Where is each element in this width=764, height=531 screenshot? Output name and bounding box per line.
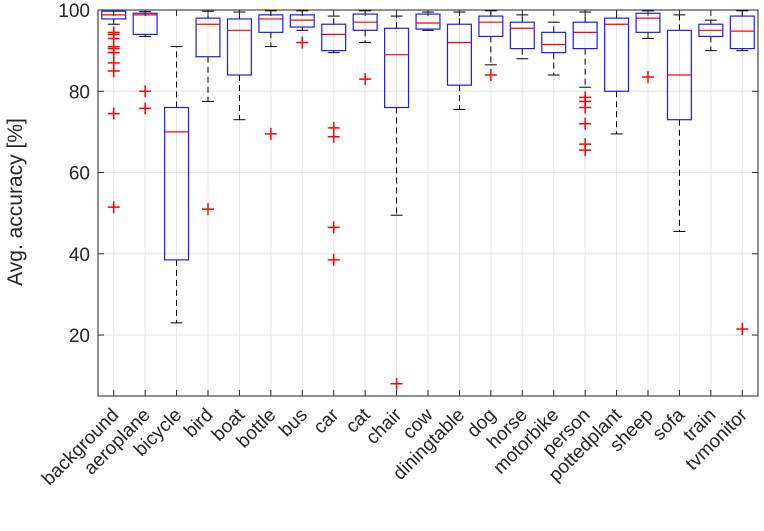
- outlier-marker: [327, 130, 340, 143]
- iqr-box: [478, 15, 504, 38]
- iqr-box: [604, 17, 630, 92]
- y-tick-label: 80: [69, 82, 90, 103]
- box-horse: [509, 14, 535, 60]
- outlier-marker: [202, 203, 214, 216]
- box-bicycle: [164, 46, 190, 324]
- iqr-box: [384, 27, 410, 109]
- outlier-marker: [107, 201, 120, 214]
- iqr-box: [509, 21, 535, 50]
- axes: 20406080100backgroundaeroplanebicyclebir…: [38, 1, 759, 490]
- iqr-box: [164, 106, 190, 261]
- iqr-box: [321, 23, 347, 52]
- outlier-marker: [736, 322, 749, 335]
- iqr-box: [541, 31, 567, 54]
- iqr-box: [226, 18, 252, 76]
- y-tick-label: 60: [69, 164, 90, 185]
- outlier-marker: [107, 64, 120, 77]
- y-tick-label: 100: [58, 1, 90, 22]
- outlier-marker: [264, 127, 277, 140]
- y-tick-label: 40: [69, 245, 90, 266]
- plot-frame: [97, 9, 759, 397]
- x-tick-label: sofa: [649, 404, 690, 445]
- outlier-marker: [327, 253, 340, 266]
- outlier-marker: [327, 221, 340, 234]
- iqr-box: [195, 17, 221, 58]
- outlier-marker: [139, 85, 152, 98]
- outlier-marker: [296, 36, 309, 49]
- x-tick-label: bus: [275, 405, 312, 442]
- box-train: [698, 19, 724, 52]
- grid: [98, 9, 758, 396]
- outlier-marker: [579, 144, 592, 157]
- y-axis-label: Avg. accuracy [%]: [4, 118, 27, 286]
- box-car: [321, 15, 347, 266]
- box-bird: [195, 10, 221, 216]
- outlier-marker: [579, 117, 592, 130]
- box-boat: [226, 11, 252, 121]
- box-sofa: [666, 14, 692, 232]
- y-tick-label: 20: [69, 326, 90, 347]
- outlier-marker: [390, 377, 403, 390]
- outlier-marker: [579, 101, 592, 114]
- outlier-marker: [107, 46, 120, 59]
- outlier-marker: [359, 73, 372, 86]
- outlier-marker: [107, 107, 120, 120]
- iqr-box: [446, 23, 472, 86]
- outlier-marker: [642, 71, 654, 84]
- box-chair: [384, 15, 410, 390]
- box-motorbike: [541, 21, 567, 76]
- outlier-marker: [484, 69, 497, 82]
- iqr-box: [729, 15, 755, 50]
- x-tick-label: bird: [180, 405, 217, 442]
- outlier-marker: [139, 102, 152, 115]
- iqr-box: [572, 21, 598, 50]
- x-tick-label: car: [310, 404, 344, 438]
